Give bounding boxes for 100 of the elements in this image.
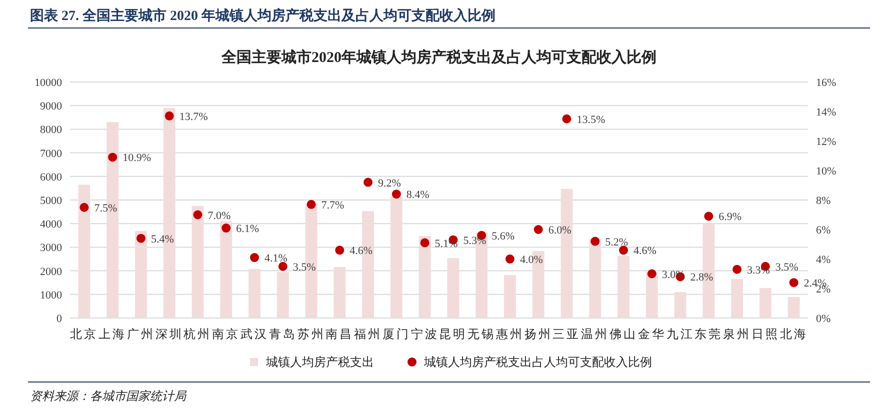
point	[250, 253, 259, 262]
y-tick-label: 9000	[40, 100, 62, 113]
point	[193, 210, 202, 220]
x-tick-label: 日照	[751, 327, 780, 341]
x-tick-label: 泉州	[723, 327, 752, 341]
y2-tick-label: 16%	[816, 77, 836, 89]
y-tick-label: 0	[56, 313, 62, 325]
x-tick-label: 无锡	[468, 327, 496, 341]
data-label: 2.8%	[690, 272, 714, 284]
bar	[135, 230, 147, 318]
y2-tick-label: 4%	[816, 254, 831, 266]
x-tick-label: 九江	[666, 327, 694, 341]
bar	[618, 256, 630, 318]
bar	[447, 258, 460, 318]
data-label: 3.5%	[775, 261, 798, 274]
point	[306, 200, 316, 209]
y-tick-label: 1000	[40, 289, 62, 302]
y-tick-label: 7000	[40, 148, 62, 160]
text: 资料来源：各城市国家统计局	[30, 389, 187, 403]
legend-label: 城镇人均房产税支出占人均可支配收入比例	[423, 355, 652, 369]
x-tick-label: 上海	[98, 327, 127, 341]
data-label: 7.7%	[321, 199, 344, 212]
data-label: 4.6%	[350, 245, 373, 258]
data-label: 7.0%	[208, 210, 231, 222]
data-label: 6.9%	[718, 211, 742, 224]
y2-tick-label: 14%	[816, 106, 836, 118]
point	[108, 152, 118, 162]
data-label: 5.6%	[492, 230, 514, 242]
point	[392, 190, 401, 199]
point	[420, 238, 430, 248]
chart-subtitle: 图表 27. 全国主要城市 2020 年城镇人均房产税支出及占人均可支配收入比例	[30, 7, 496, 24]
bar	[276, 272, 289, 318]
x-tick-label: 广州	[126, 327, 155, 341]
y-tick-label: 2000	[40, 266, 62, 278]
x-tick-label: 扬州	[524, 327, 552, 341]
bar	[788, 296, 800, 318]
bar	[192, 206, 204, 318]
bar	[78, 184, 90, 318]
y-tick-label: 8000	[40, 124, 62, 136]
point	[80, 202, 89, 212]
y2-tick-label: 0%	[816, 313, 831, 325]
y-tick-label: 4000	[40, 218, 62, 231]
point	[364, 178, 373, 187]
y-tick-label: 3000	[40, 242, 62, 254]
point	[789, 278, 798, 288]
point	[590, 236, 600, 246]
x-tick-label: 东莞	[694, 327, 723, 341]
x-tick-label: 金华	[638, 327, 666, 341]
y-tick-label: 6000	[40, 171, 62, 184]
x-tick-label: 福州	[354, 327, 382, 341]
y-tick-label: 5000	[40, 195, 62, 207]
point	[619, 246, 628, 255]
y-tick-label: 10000	[34, 77, 62, 89]
point	[222, 224, 231, 233]
y2-tick-label: 8%	[816, 195, 831, 207]
bar	[334, 267, 346, 318]
point	[164, 111, 174, 120]
bar	[248, 268, 260, 318]
x-tick-label: 厦门	[382, 327, 410, 341]
data-label: 3.5%	[292, 261, 316, 274]
point	[647, 269, 656, 278]
x-tick-label: 苏州	[297, 327, 326, 341]
y2-tick-label: 12%	[816, 136, 836, 148]
data-label: 6.0%	[548, 224, 572, 236]
bar	[759, 288, 772, 318]
x-tick-label: 南昌	[326, 327, 354, 341]
x-tick-label: 杭州	[182, 327, 212, 341]
x-tick-label: 昆明	[439, 327, 468, 341]
x-tick-label: 温州	[581, 327, 610, 341]
data-label: 10.9%	[122, 152, 151, 164]
point	[335, 246, 344, 255]
bar	[220, 221, 232, 318]
bar	[504, 275, 516, 318]
bar	[646, 272, 658, 318]
point	[505, 254, 514, 264]
point	[732, 264, 742, 274]
x-tick-label: 深圳	[155, 327, 184, 341]
point	[534, 225, 543, 234]
data-label: 4.0%	[520, 254, 543, 266]
x-tick-label: 佛山	[610, 327, 638, 341]
data-label: 4.1%	[264, 252, 288, 265]
bar	[390, 196, 402, 318]
data-label: 4.6%	[634, 245, 656, 258]
point	[278, 262, 288, 271]
bar	[674, 292, 686, 318]
x-tick-label: 三亚	[552, 327, 581, 341]
data-label: 13.5%	[576, 114, 606, 126]
data-label: 8.4%	[406, 189, 430, 202]
y2-tick-label: 6%	[816, 224, 831, 236]
point	[136, 234, 146, 243]
x-tick-label: 北海	[780, 327, 808, 341]
data-label: 3.3%	[747, 264, 770, 276]
data-label: 7.5%	[94, 202, 118, 214]
bar	[589, 238, 602, 318]
x-tick-label: 宁波	[410, 327, 439, 341]
data-label: 13.7%	[179, 110, 208, 123]
x-tick-label: 青岛	[268, 327, 297, 341]
x-tick-label: 南京	[212, 327, 240, 341]
bar	[418, 236, 431, 318]
data-label: 5.1%	[434, 238, 458, 250]
